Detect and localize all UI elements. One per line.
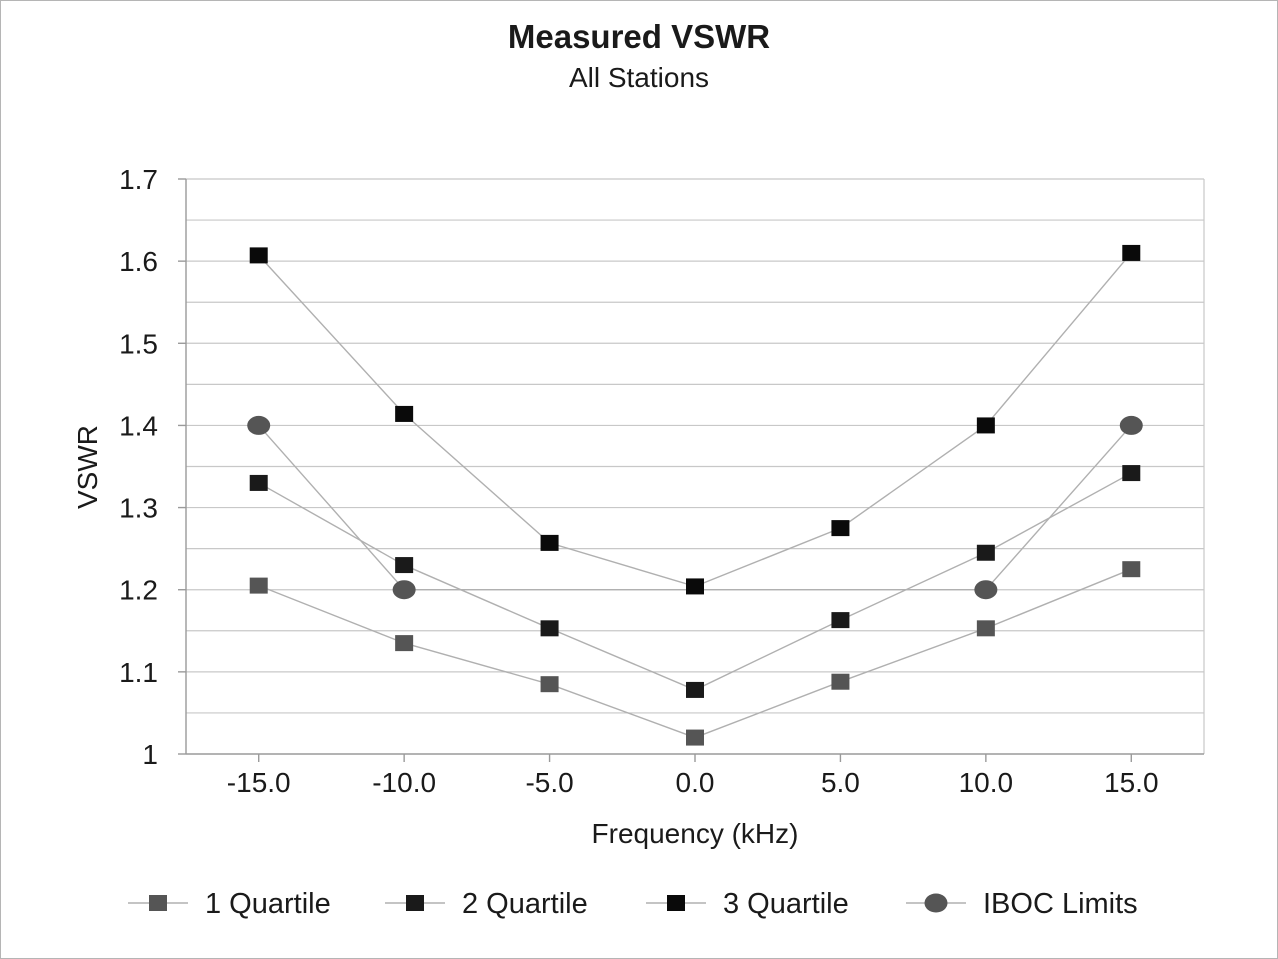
x-tick-label: 0.0 bbox=[676, 767, 715, 798]
data-point-series-3 bbox=[395, 405, 414, 422]
y-tick-label: 1 bbox=[142, 739, 158, 770]
data-point-series-1 bbox=[686, 729, 704, 746]
legend-label: 1 Quartile bbox=[205, 888, 331, 920]
legend-label: 3 Quartile bbox=[723, 888, 849, 920]
legend: 1 Quartile 2 Quartile 3 Quartile IBOC Limit… bbox=[128, 888, 1138, 920]
x-tick-label: 15.0 bbox=[1104, 767, 1159, 798]
y-tick-label: 1.2 bbox=[119, 575, 158, 606]
data-point-series-4 bbox=[392, 580, 416, 600]
x-tick-label: -5.0 bbox=[525, 767, 573, 798]
series-line-3 bbox=[258, 252, 1132, 588]
data-point-series-3 bbox=[686, 578, 704, 595]
chart-subtitle: All Stations bbox=[568, 62, 710, 93]
data-point-series-3 bbox=[249, 247, 268, 264]
data-point-series-2 bbox=[976, 544, 995, 561]
data-point-series-3 bbox=[831, 520, 850, 537]
data-point-series-2 bbox=[686, 681, 704, 698]
data-point-series-2 bbox=[1122, 465, 1141, 482]
y-axis-label: VSWR bbox=[72, 425, 103, 509]
legend-marker bbox=[924, 893, 948, 913]
data-point-series-2 bbox=[249, 474, 268, 491]
data-point-series-1 bbox=[395, 635, 414, 652]
axes: 1 1.1 1.2 1.3 1.4 1.5 1.6 1.7 -15.0 -10.0 -5.0 0.0 5… bbox=[119, 164, 1204, 798]
data-point-series-3 bbox=[540, 534, 559, 551]
y-tick-label: 1.6 bbox=[119, 246, 158, 277]
legend-marker bbox=[667, 895, 685, 911]
legend-label: IBOC Limits bbox=[983, 888, 1138, 920]
data-point-series-3 bbox=[976, 417, 995, 434]
y-tick-label: 1.5 bbox=[119, 328, 158, 359]
series-markers bbox=[247, 244, 1143, 746]
x-tick-label: 5.0 bbox=[821, 767, 860, 798]
legend-marker bbox=[149, 895, 167, 911]
x-tick-label: -15.0 bbox=[227, 767, 291, 798]
series-lines bbox=[258, 252, 1132, 739]
data-point-series-1 bbox=[1122, 561, 1141, 578]
x-tick-label: 10.0 bbox=[959, 767, 1014, 798]
data-point-series-2 bbox=[540, 620, 559, 637]
x-axis-label: Frequency (kHz) bbox=[591, 818, 799, 849]
y-tick-label: 1.7 bbox=[119, 164, 158, 195]
data-point-series-1 bbox=[540, 676, 559, 693]
data-point-series-1 bbox=[249, 577, 268, 594]
data-point-series-4 bbox=[247, 415, 271, 435]
chart-title: Measured VSWR bbox=[507, 18, 771, 55]
data-point-series-2 bbox=[395, 557, 414, 574]
legend-marker bbox=[406, 895, 424, 911]
data-point-series-1 bbox=[976, 620, 995, 637]
grid-lines bbox=[186, 178, 1205, 754]
data-point-series-4 bbox=[1119, 415, 1143, 435]
y-tick-label: 1.4 bbox=[119, 410, 158, 441]
data-point-series-1 bbox=[831, 673, 850, 690]
data-point-series-2 bbox=[831, 612, 850, 629]
y-tick-label: 1.1 bbox=[119, 657, 158, 688]
legend-label: 2 Quartile bbox=[462, 888, 588, 920]
series-line-1 bbox=[258, 568, 1132, 739]
y-tick-label: 1.3 bbox=[119, 493, 158, 524]
data-point-series-4 bbox=[974, 580, 998, 600]
x-tick-label: -10.0 bbox=[372, 767, 436, 798]
data-point-series-3 bbox=[1122, 244, 1141, 261]
